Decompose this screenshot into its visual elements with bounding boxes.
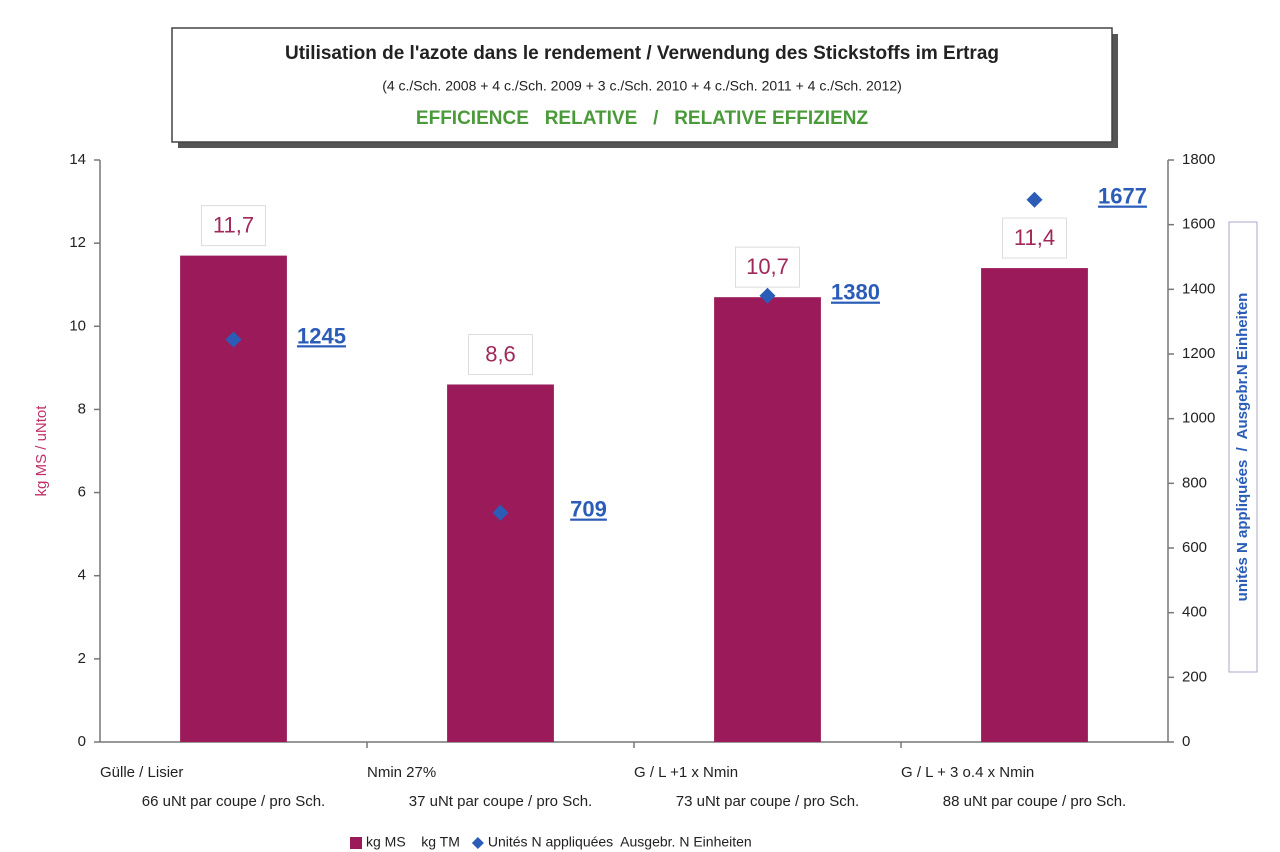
bar-label: 11,7 bbox=[213, 212, 254, 237]
y2-tick-label: 1000 bbox=[1182, 410, 1215, 427]
bar-label-box bbox=[1002, 217, 1067, 259]
bar-label-box bbox=[201, 205, 266, 247]
y-tick-label: 6 bbox=[78, 484, 86, 501]
y2-tick-label: 0 bbox=[1182, 733, 1190, 750]
bar-label: 8,6 bbox=[485, 341, 516, 366]
y-tick-label: 0 bbox=[78, 733, 86, 750]
x-tick-label: Nmin 27% bbox=[367, 764, 436, 781]
y2-tick-label: 1200 bbox=[1182, 345, 1215, 362]
y-tick-label: 4 bbox=[78, 567, 86, 584]
title-box bbox=[171, 27, 1113, 143]
y2-tick-label: 200 bbox=[1182, 668, 1207, 685]
legend-label: Unités N appliquées Ausgebr. N Einheiten bbox=[488, 834, 752, 850]
legend-swatch bbox=[350, 837, 362, 849]
y-tick-label: 8 bbox=[78, 400, 86, 417]
scatter-point bbox=[225, 331, 242, 348]
y-tick-label: 12 bbox=[69, 234, 86, 251]
bar bbox=[981, 268, 1088, 742]
chart-title: Utilisation de l'azote dans le rendement… bbox=[285, 43, 999, 64]
y2-tick-label: 1400 bbox=[1182, 280, 1215, 297]
y-tick-label: 14 bbox=[69, 151, 86, 168]
legend-swatch bbox=[471, 837, 484, 849]
bar bbox=[180, 255, 287, 742]
bar bbox=[447, 384, 554, 742]
bar-label: 11,4 bbox=[1014, 225, 1055, 250]
y2-tick-label: 800 bbox=[1182, 474, 1207, 491]
point-label: 1245 bbox=[297, 323, 346, 348]
x-tick-label: G / L +1 x Nmin bbox=[634, 764, 738, 781]
x-tick-note: 73 uNt par coupe / pro Sch. bbox=[676, 793, 859, 810]
y2-tick-label: 600 bbox=[1182, 539, 1207, 556]
point-label: 1677 bbox=[1098, 184, 1147, 209]
scatter-point bbox=[492, 504, 509, 521]
y2-label-box bbox=[1228, 221, 1258, 673]
y2-tick-label: 1600 bbox=[1182, 216, 1215, 233]
x-tick-note: 66 uNt par coupe / pro Sch. bbox=[142, 793, 325, 810]
chart-subtitle-2: EFFICIENCE RELATIVE / RELATIVE EFFIZIENZ bbox=[416, 108, 869, 129]
point-label: 1380 bbox=[831, 280, 880, 305]
x-tick-label: Gülle / Lisier bbox=[100, 764, 183, 781]
scatter-point bbox=[1026, 191, 1043, 208]
y2-axis-label: unités N appliquées / Ausgebr.N Einheite… bbox=[1234, 293, 1251, 602]
x-tick-note: 37 uNt par coupe / pro Sch. bbox=[409, 793, 592, 810]
x-tick-note: 88 uNt par coupe / pro Sch. bbox=[943, 793, 1126, 810]
y-tick-label: 10 bbox=[69, 317, 86, 334]
x-tick-label: G / L + 3 o.4 x Nmin bbox=[901, 764, 1034, 781]
scatter-point bbox=[759, 287, 776, 304]
bar-label-box bbox=[468, 333, 533, 375]
bar-label: 10,7 bbox=[746, 254, 789, 279]
point-label: 709 bbox=[570, 497, 607, 522]
bar bbox=[714, 297, 821, 742]
y-tick-label: 2 bbox=[78, 650, 86, 667]
y2-tick-label: 400 bbox=[1182, 604, 1207, 621]
bar-label-box bbox=[735, 246, 800, 288]
y2-tick-label: 1800 bbox=[1182, 151, 1215, 168]
legend-label: kg MS kg TM bbox=[366, 834, 460, 850]
chart-subtitle: (4 c./Sch. 2008 + 4 c./Sch. 2009 + 3 c./… bbox=[382, 78, 902, 94]
y-axis-label: kg MS / uNtot bbox=[33, 405, 50, 497]
